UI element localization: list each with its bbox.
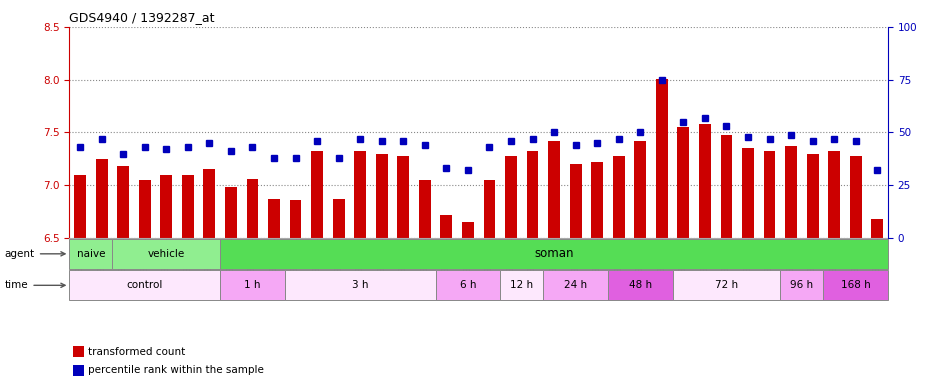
Text: 1 h: 1 h	[244, 280, 261, 290]
Text: agent: agent	[5, 249, 65, 259]
Bar	[505, 156, 517, 238]
Bar	[74, 175, 86, 238]
Bar	[69, 270, 220, 300]
Bar	[113, 239, 220, 269]
Bar	[721, 135, 733, 238]
Text: vehicle: vehicle	[148, 249, 185, 259]
Bar	[785, 146, 797, 238]
Bar	[462, 222, 474, 238]
Bar	[204, 169, 216, 238]
Bar	[828, 152, 840, 238]
Text: percentile rank within the sample: percentile rank within the sample	[88, 365, 264, 375]
Bar	[807, 154, 819, 238]
Bar	[823, 270, 888, 300]
Bar	[781, 270, 823, 300]
Bar	[285, 270, 436, 300]
Text: 3 h: 3 h	[352, 280, 368, 290]
Bar	[73, 365, 84, 376]
Bar	[139, 180, 151, 238]
Bar	[268, 199, 280, 238]
Text: control: control	[127, 280, 163, 290]
Bar	[591, 162, 603, 238]
Bar	[398, 156, 409, 238]
Bar	[69, 239, 113, 269]
Text: 168 h: 168 h	[841, 280, 870, 290]
Bar	[656, 79, 668, 238]
Bar	[290, 200, 302, 238]
Text: 12 h: 12 h	[511, 280, 534, 290]
Bar	[354, 152, 366, 238]
Bar	[160, 175, 172, 238]
Bar	[247, 179, 258, 238]
Bar	[484, 180, 496, 238]
Text: 24 h: 24 h	[564, 280, 587, 290]
Bar	[570, 164, 582, 238]
Bar	[333, 199, 345, 238]
Bar	[699, 124, 710, 238]
Text: time: time	[5, 280, 65, 290]
Bar	[612, 156, 624, 238]
Text: GDS4940 / 1392287_at: GDS4940 / 1392287_at	[69, 11, 215, 24]
Text: naive: naive	[77, 249, 105, 259]
Bar	[677, 127, 689, 238]
Bar	[96, 159, 107, 238]
Bar	[549, 141, 560, 238]
Bar	[73, 346, 84, 357]
Bar	[672, 270, 781, 300]
Bar	[500, 270, 543, 300]
Text: soman: soman	[535, 247, 574, 260]
Bar	[543, 270, 608, 300]
Bar	[419, 180, 431, 238]
Text: 48 h: 48 h	[629, 280, 652, 290]
Text: transformed count: transformed count	[88, 347, 185, 357]
Bar	[440, 215, 452, 238]
Text: 6 h: 6 h	[460, 280, 476, 290]
Bar	[608, 270, 672, 300]
Bar	[311, 152, 323, 238]
Text: 72 h: 72 h	[715, 280, 738, 290]
Bar	[526, 152, 538, 238]
Bar	[742, 148, 754, 238]
Bar	[225, 187, 237, 238]
Bar	[871, 219, 883, 238]
Bar	[117, 166, 130, 238]
Text: 96 h: 96 h	[790, 280, 813, 290]
Bar	[764, 152, 775, 238]
Bar	[182, 175, 193, 238]
Bar	[220, 239, 888, 269]
Bar	[635, 141, 647, 238]
Bar	[220, 270, 285, 300]
Bar	[850, 156, 861, 238]
Bar	[376, 154, 388, 238]
Bar	[436, 270, 500, 300]
